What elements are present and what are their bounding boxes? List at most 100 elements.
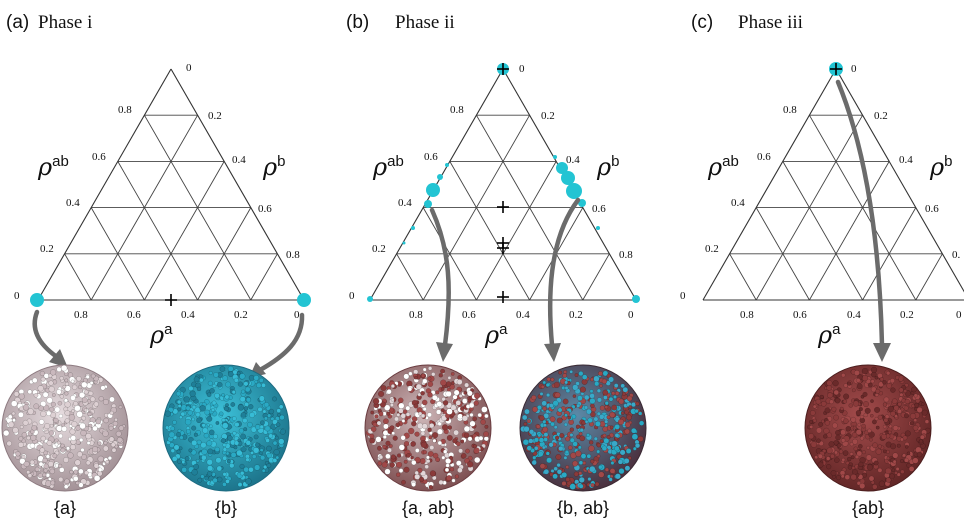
sphere-particle xyxy=(118,425,125,431)
sphere-particle xyxy=(841,438,846,443)
panel-c: (c) Phase iii 0 0.2 0.4 0.6 0. 0.8 0.6 0… xyxy=(680,12,964,518)
sphere-particle xyxy=(556,463,561,468)
panel-c-left-tick: 0.2 xyxy=(705,243,719,255)
panel-c-bottom-tick: 0.6 xyxy=(793,309,807,321)
panel-b-ternary-grid xyxy=(369,68,637,301)
sphere-particle xyxy=(457,467,463,473)
sphere-particle xyxy=(272,440,278,446)
sphere-particle xyxy=(553,466,558,471)
sphere-particle xyxy=(378,390,385,398)
sphere-particle xyxy=(626,395,633,402)
sphere-particle xyxy=(878,480,886,487)
sphere-particle xyxy=(874,416,879,421)
sphere-particle xyxy=(904,413,910,419)
sphere-particle xyxy=(817,453,823,459)
sphere-particle xyxy=(422,367,427,372)
sphere-particle xyxy=(206,392,212,398)
sphere-particle xyxy=(79,437,84,443)
sphere-particle xyxy=(841,373,846,378)
sphere-particle xyxy=(906,462,912,468)
sphere-particle xyxy=(569,483,576,490)
sphere-particle xyxy=(428,485,434,490)
sphere-particle xyxy=(413,403,419,409)
sphere-particle xyxy=(184,418,192,426)
sphere-particle xyxy=(826,464,832,470)
sphere-particle xyxy=(60,447,66,453)
sphere-particle xyxy=(823,427,830,435)
sphere-particle xyxy=(222,455,228,461)
sphere-particle xyxy=(7,414,13,420)
sphere-particle xyxy=(52,453,58,459)
sphere-particle xyxy=(48,386,55,393)
sphere-particle xyxy=(420,441,428,448)
sphere-particle xyxy=(383,423,389,430)
panel-c-rho-a-superscript: a xyxy=(832,321,841,338)
sphere-particle xyxy=(403,466,410,473)
sphere-particle xyxy=(559,433,565,439)
sphere-particle xyxy=(444,467,450,473)
sphere-particle xyxy=(857,422,862,427)
sphere-particle xyxy=(550,469,555,473)
sphere-particle xyxy=(85,374,90,379)
sphere-particle xyxy=(596,449,601,454)
sphere-particle xyxy=(843,418,849,424)
sphere-particle xyxy=(524,408,530,415)
sphere-particle xyxy=(422,378,428,384)
sphere-particle xyxy=(623,457,630,464)
triangle-edge xyxy=(702,68,837,301)
sphere-particle xyxy=(230,402,236,407)
sphere-particle xyxy=(875,425,880,430)
sphere-particle xyxy=(249,412,256,418)
panel-b-phase-point xyxy=(367,296,373,302)
sphere-particle xyxy=(195,412,201,418)
sphere-particle xyxy=(64,378,69,383)
sphere-particle xyxy=(57,463,63,468)
sphere-particle xyxy=(553,425,558,430)
sphere-particle xyxy=(893,405,900,411)
grid-line xyxy=(144,161,225,301)
sphere-particle xyxy=(574,373,579,377)
sphere-particle xyxy=(238,428,245,434)
sphere-particle xyxy=(233,377,239,383)
sphere-particle xyxy=(240,433,247,440)
sphere-particle xyxy=(467,455,473,461)
sphere-particle xyxy=(868,475,875,482)
panel-a-right-tick: 0.8 xyxy=(286,249,300,261)
sphere-particle xyxy=(62,384,67,389)
sphere-particle xyxy=(586,433,590,437)
sphere-particle xyxy=(539,391,544,396)
sphere-particle xyxy=(454,474,459,479)
sphere-particle xyxy=(437,428,444,435)
sphere-particle xyxy=(102,445,109,452)
sphere-particle xyxy=(543,432,549,437)
sphere-particle xyxy=(564,413,568,418)
sphere-particle xyxy=(532,406,539,413)
sphere-particle xyxy=(370,410,375,415)
sphere-particle xyxy=(18,436,24,442)
sphere-particle xyxy=(870,413,874,418)
sphere-particle xyxy=(838,449,844,454)
sphere-particle xyxy=(405,453,411,458)
sphere-particle xyxy=(919,434,925,440)
sphere-particle xyxy=(232,431,237,436)
sphere-particle xyxy=(892,459,897,464)
sphere-particle xyxy=(239,373,246,380)
sphere-particle xyxy=(178,415,183,420)
panel-c-bottom-tick: 0.2 xyxy=(900,309,914,321)
sphere-particle xyxy=(17,411,24,418)
sphere-particle xyxy=(924,419,930,424)
sphere-particle xyxy=(374,414,379,419)
sphere-particle xyxy=(71,384,78,390)
sphere-particle xyxy=(39,370,46,377)
sphere-particle xyxy=(614,391,620,396)
sphere-particle xyxy=(83,389,89,395)
sphere-particle xyxy=(188,401,193,406)
sphere-particle xyxy=(223,406,229,412)
sphere-particle xyxy=(279,414,285,421)
sphere-particle xyxy=(567,415,572,420)
sphere-b-particles xyxy=(164,365,286,488)
sphere-particle xyxy=(206,471,213,477)
sphere-particle xyxy=(823,434,828,439)
panel-c-left-tick: 0 xyxy=(680,290,686,302)
panel-b-phase-point xyxy=(437,174,443,180)
